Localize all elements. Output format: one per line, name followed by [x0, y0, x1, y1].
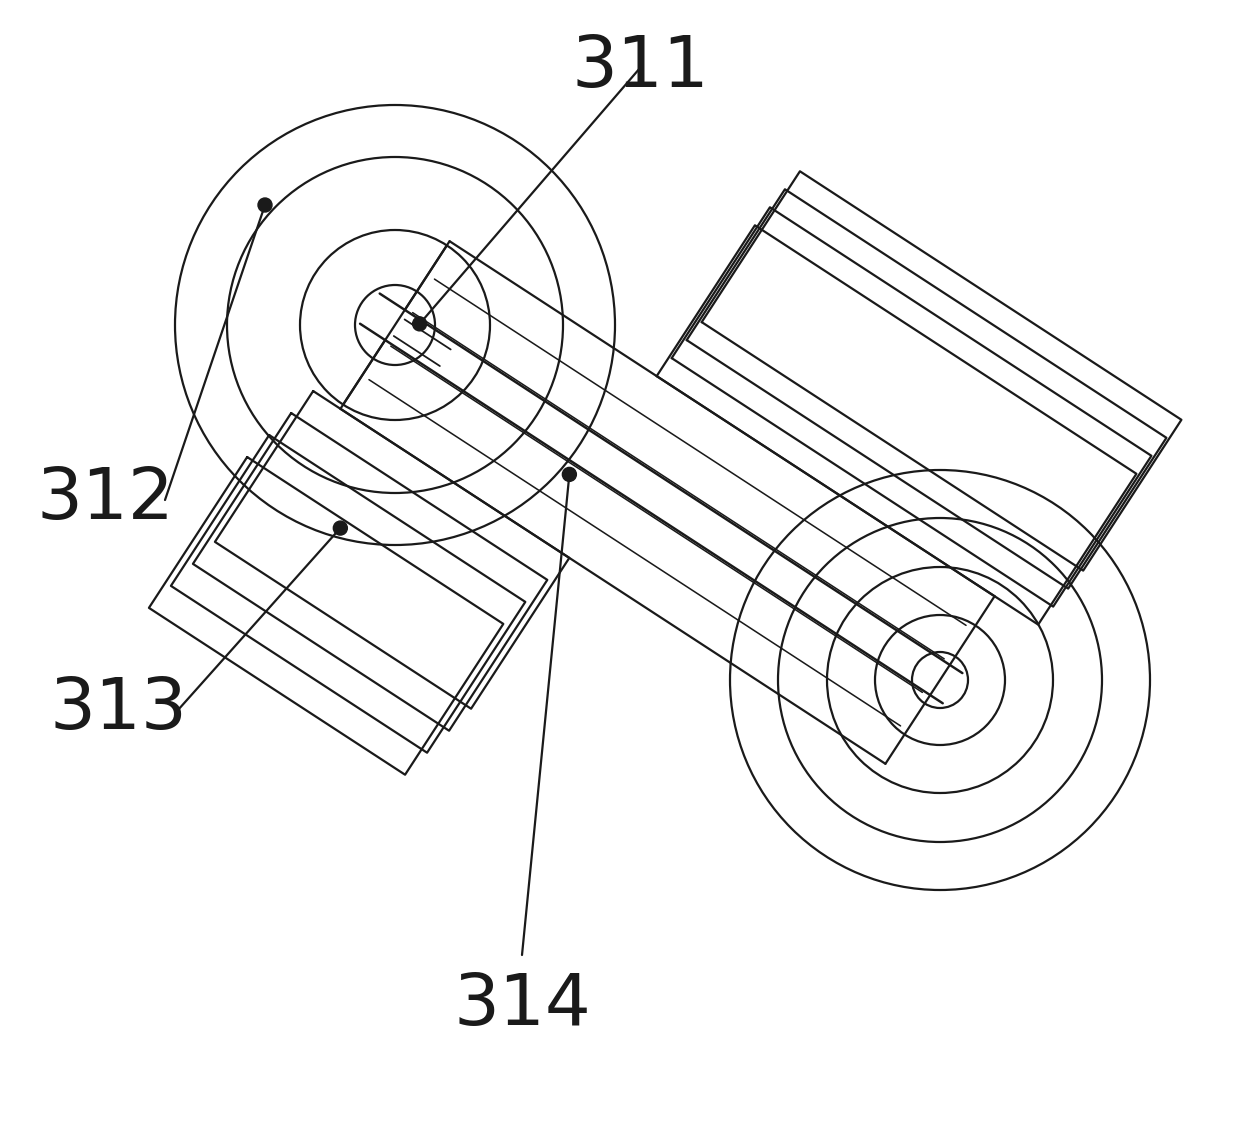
Circle shape	[258, 198, 272, 212]
Circle shape	[563, 468, 577, 482]
Circle shape	[334, 521, 347, 535]
Text: 312: 312	[36, 466, 174, 535]
Text: 314: 314	[453, 971, 591, 1039]
Text: 311: 311	[572, 34, 709, 102]
Circle shape	[413, 317, 427, 331]
Text: 313: 313	[50, 675, 187, 744]
